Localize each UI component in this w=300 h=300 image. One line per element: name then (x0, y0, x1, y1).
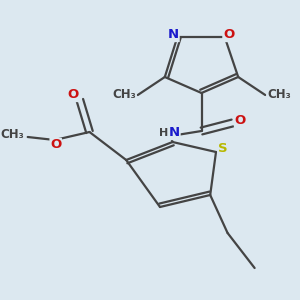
Text: H: H (159, 128, 169, 138)
Text: S: S (218, 142, 228, 154)
Text: O: O (68, 88, 79, 101)
Text: CH₃: CH₃ (112, 88, 136, 101)
Text: O: O (223, 28, 234, 41)
Text: O: O (235, 113, 246, 127)
Text: O: O (50, 139, 61, 152)
Text: N: N (168, 28, 179, 41)
Text: CH₃: CH₃ (267, 88, 291, 101)
Text: CH₃: CH₃ (0, 128, 24, 140)
Text: N: N (169, 127, 180, 140)
